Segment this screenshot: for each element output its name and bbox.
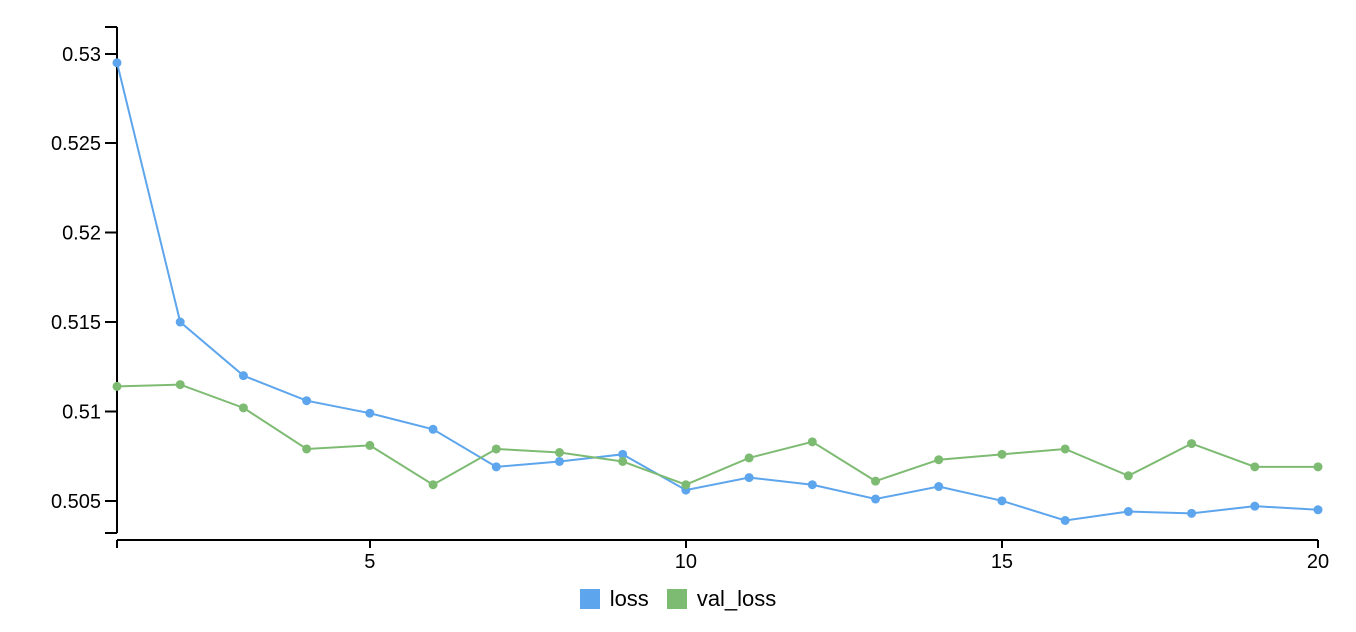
data-point-loss[interactable] (744, 473, 754, 483)
data-point-val-loss[interactable] (365, 440, 375, 450)
y-tick-label: 0.53 (62, 44, 101, 66)
data-point-val-loss[interactable] (112, 381, 122, 391)
data-point-val-loss[interactable] (934, 455, 944, 465)
data-point-loss[interactable] (302, 396, 312, 406)
series-line-loss (116, 62, 1319, 522)
data-point-val-loss[interactable] (807, 437, 817, 447)
data-point-val-loss[interactable] (618, 456, 628, 466)
data-point-loss[interactable] (554, 456, 564, 466)
y-tick-label: 0.52 (62, 223, 101, 245)
data-point-val-loss[interactable] (1313, 462, 1323, 472)
line-chart: 0.505 0.51 0.515 0.52 0.525 0.53 5 10 15 20 (51, 26, 1329, 573)
data-point-val-loss[interactable] (1250, 462, 1260, 472)
data-point-loss[interactable] (175, 317, 185, 327)
data-point-val-loss[interactable] (491, 444, 501, 454)
legend: loss val_loss (0, 586, 1356, 612)
legend-swatch-val-loss (666, 589, 687, 609)
x-tick-label: 15 (991, 551, 1013, 573)
data-point-val-loss[interactable] (175, 380, 185, 390)
data-point-loss[interactable] (871, 494, 881, 504)
data-point-loss[interactable] (1060, 515, 1070, 525)
data-point-val-loss[interactable] (238, 403, 248, 413)
data-point-loss[interactable] (238, 371, 248, 381)
data-point-val-loss[interactable] (1060, 444, 1070, 454)
data-point-loss[interactable] (997, 496, 1007, 506)
data-point-val-loss[interactable] (997, 449, 1007, 459)
data-point-loss[interactable] (1250, 501, 1260, 511)
legend-label-loss: loss (609, 586, 649, 611)
data-point-val-loss[interactable] (1187, 439, 1197, 449)
data-point-val-loss[interactable] (744, 453, 754, 463)
data-point-loss[interactable] (491, 462, 501, 472)
data-point-loss[interactable] (934, 482, 944, 492)
y-tick-label: 0.51 (62, 401, 101, 423)
data-point-loss[interactable] (807, 480, 817, 490)
data-point-val-loss[interactable] (871, 476, 881, 486)
data-point-val-loss[interactable] (302, 444, 312, 454)
legend-item-val-loss[interactable]: val_loss (666, 586, 777, 612)
x-tick-label: 10 (675, 551, 697, 573)
series-line-val-loss (116, 383, 1318, 486)
data-point-loss[interactable] (112, 58, 122, 68)
data-point-val-loss[interactable] (1123, 471, 1133, 481)
data-point-loss[interactable] (618, 449, 628, 459)
data-point-loss[interactable] (1313, 505, 1323, 515)
legend-swatch-loss (579, 589, 600, 609)
data-point-val-loss[interactable] (428, 480, 438, 490)
data-point-val-loss[interactable] (681, 480, 691, 490)
data-point-val-loss[interactable] (554, 448, 564, 458)
data-point-loss[interactable] (428, 424, 438, 434)
y-tick-label: 0.505 (51, 491, 101, 513)
x-tick-label: 20 (1307, 551, 1329, 573)
data-point-loss[interactable] (365, 408, 375, 418)
data-point-loss[interactable] (1187, 508, 1197, 518)
y-tick-label: 0.515 (51, 312, 101, 334)
data-point-loss[interactable] (1123, 507, 1133, 517)
x-tick-label: 5 (364, 551, 375, 573)
legend-item-loss[interactable]: loss (579, 586, 649, 612)
y-tick-label: 0.525 (51, 133, 101, 155)
legend-label-val-loss: val_loss (696, 586, 777, 611)
